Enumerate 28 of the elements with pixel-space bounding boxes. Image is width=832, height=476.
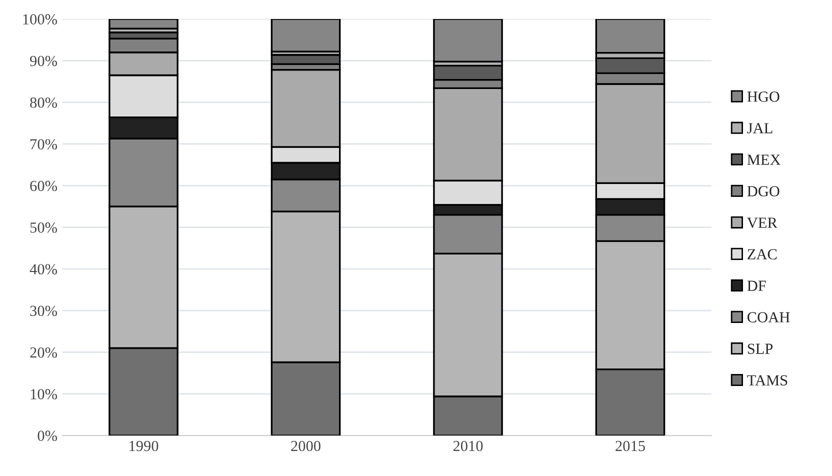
- y-tick-label: 80%: [30, 97, 58, 108]
- legend-label: SLP: [748, 344, 773, 354]
- x-tick-label: 2010: [453, 440, 483, 452]
- y-tick-label: 70%: [30, 139, 58, 150]
- legend-label: HGO: [747, 92, 780, 102]
- y-tick-label: 0%: [38, 430, 58, 442]
- y-tick-label: 30%: [30, 306, 58, 316]
- bar: [433, 19, 503, 62]
- y-tick-label: 100%: [23, 14, 58, 25]
- legend-label: DF: [747, 280, 766, 291]
- legend-label: ZAC: [748, 249, 777, 260]
- y-tick-label: 90%: [30, 56, 58, 66]
- legend-label: VER: [747, 218, 778, 228]
- legend-label: DGO: [747, 186, 780, 196]
- y-tick-label: 50%: [30, 222, 58, 233]
- x-tick-label: 2015: [616, 440, 645, 452]
- x-tick-label: 1990: [130, 440, 158, 452]
- bar: [108, 19, 178, 30]
- legend-label: JAL: [747, 123, 772, 134]
- y-tick-label: 10%: [30, 389, 58, 400]
- legend-label: COAH: [748, 312, 790, 322]
- x-tick-label: 2000: [291, 440, 320, 452]
- y-tick-label: 40%: [30, 264, 58, 274]
- y-tick-label: 60%: [30, 180, 58, 192]
- legend-label: MEX: [747, 154, 781, 165]
- bar: [270, 19, 341, 52]
- legend-label: TAMS: [747, 375, 788, 386]
- y-tick-label: 20%: [30, 347, 58, 358]
